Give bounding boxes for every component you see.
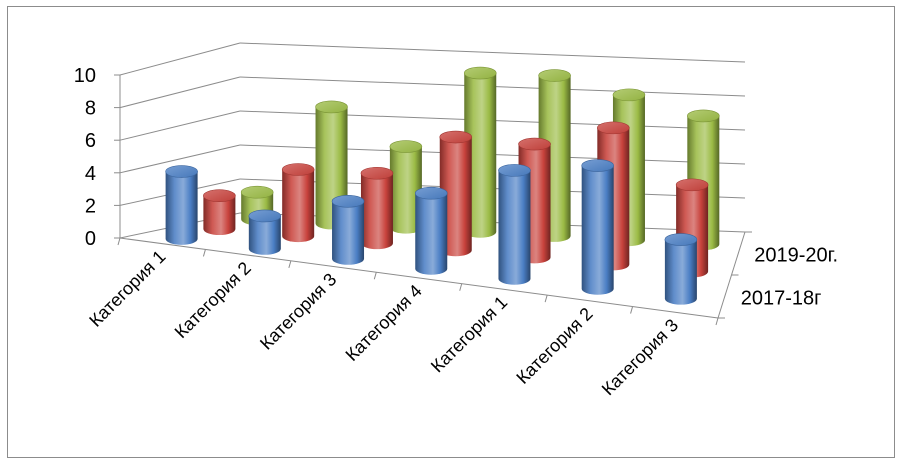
x-tick-mark bbox=[459, 283, 463, 291]
cylinder-body bbox=[203, 195, 236, 236]
cylinder-cap bbox=[360, 166, 394, 180]
x-tick-mark bbox=[373, 272, 377, 280]
gridlines bbox=[119, 42, 746, 319]
y-tick-label: 2 bbox=[85, 195, 96, 217]
cylinder-bar bbox=[360, 166, 394, 250]
cylinder-bar bbox=[165, 165, 198, 245]
y-tick-label: 8 bbox=[85, 98, 96, 120]
x-tick-label: Категория 2 bbox=[512, 304, 596, 388]
cylinder-cap bbox=[281, 163, 315, 176]
cylinder-cap bbox=[581, 159, 614, 172]
cylinder-cap bbox=[597, 121, 630, 135]
cylinder-cap bbox=[165, 165, 198, 178]
x-tick-label: Категория 1 bbox=[427, 292, 511, 376]
cylinder-cap bbox=[315, 100, 348, 114]
cylinder-body bbox=[664, 239, 697, 305]
cylinder-body bbox=[439, 137, 472, 257]
x-tick-mark bbox=[288, 260, 292, 268]
x-tick-label: Категория 4 bbox=[342, 281, 426, 365]
cylinder-cap bbox=[675, 178, 709, 192]
x-tick-label: Категория 2 bbox=[171, 258, 255, 342]
x-tick-mark bbox=[630, 306, 634, 314]
y-tick-labels: 0 2 4 6 8 10 bbox=[74, 65, 120, 250]
y-tick-label: 10 bbox=[74, 65, 96, 87]
cylinder-body bbox=[248, 215, 281, 255]
gridline-side bbox=[119, 76, 241, 109]
y-tick-label: 0 bbox=[85, 228, 96, 250]
depth-axis-label: 2019-20г. bbox=[754, 245, 838, 267]
x-tick-label: Категория 1 bbox=[85, 246, 169, 330]
cylinder-bar bbox=[389, 140, 423, 234]
x-axis-line bbox=[119, 237, 719, 319]
cylinder-bar bbox=[439, 130, 473, 257]
depth-axis-label: 2017-18г bbox=[741, 288, 822, 310]
cylinder-cap bbox=[389, 140, 423, 153]
cylinder-body bbox=[389, 146, 422, 234]
y-tick-label: 4 bbox=[85, 163, 96, 185]
y-tick-label: 6 bbox=[85, 130, 96, 152]
gridline-side bbox=[119, 144, 241, 174]
cylinder-cap bbox=[203, 189, 236, 203]
cylinder-body bbox=[581, 165, 614, 295]
cylinder-body bbox=[415, 193, 448, 275]
cylinder-bar bbox=[463, 66, 497, 238]
cylinder-cap bbox=[538, 69, 571, 82]
gridline-side bbox=[119, 110, 241, 141]
cylinder-cap bbox=[331, 195, 365, 208]
cylinder-bar bbox=[248, 209, 282, 255]
cylinder-bar bbox=[203, 189, 236, 236]
cylinder-body bbox=[360, 173, 393, 250]
x-tick-mark bbox=[544, 295, 548, 303]
cylinder-cap bbox=[248, 209, 282, 223]
cylinder-cap bbox=[518, 137, 551, 151]
cylinder-cap bbox=[612, 88, 646, 102]
gridline-back bbox=[239, 42, 746, 63]
cylinder-body bbox=[165, 171, 198, 245]
cylinder-bar bbox=[281, 163, 315, 243]
cylinder-body bbox=[464, 73, 497, 238]
x-tick-mark bbox=[202, 249, 206, 257]
cylinders bbox=[165, 66, 720, 305]
cylinder-cap bbox=[414, 186, 448, 200]
cylinder-body bbox=[498, 170, 531, 285]
cylinder-cap bbox=[240, 185, 274, 199]
gridline-side bbox=[119, 42, 241, 76]
x-tick-label: Категория 3 bbox=[256, 269, 340, 353]
cylinder-bar bbox=[581, 159, 614, 295]
cylinder-bar bbox=[414, 186, 448, 275]
x-tick-mark bbox=[117, 237, 121, 246]
cylinder-cap bbox=[463, 66, 497, 80]
cylinder-bar bbox=[664, 233, 698, 305]
cylinder-bar bbox=[498, 164, 531, 285]
cylinder-cap bbox=[498, 164, 531, 177]
cylinder-body bbox=[282, 169, 315, 243]
x-tick-label: Категория 3 bbox=[598, 315, 682, 399]
cylinder-body bbox=[332, 201, 365, 265]
x-tick-mark bbox=[715, 317, 719, 326]
cylinder-cap bbox=[664, 233, 698, 246]
cylinder-bar bbox=[331, 195, 365, 265]
cylinder-cap bbox=[687, 109, 720, 123]
cylinder-cap bbox=[439, 130, 473, 144]
